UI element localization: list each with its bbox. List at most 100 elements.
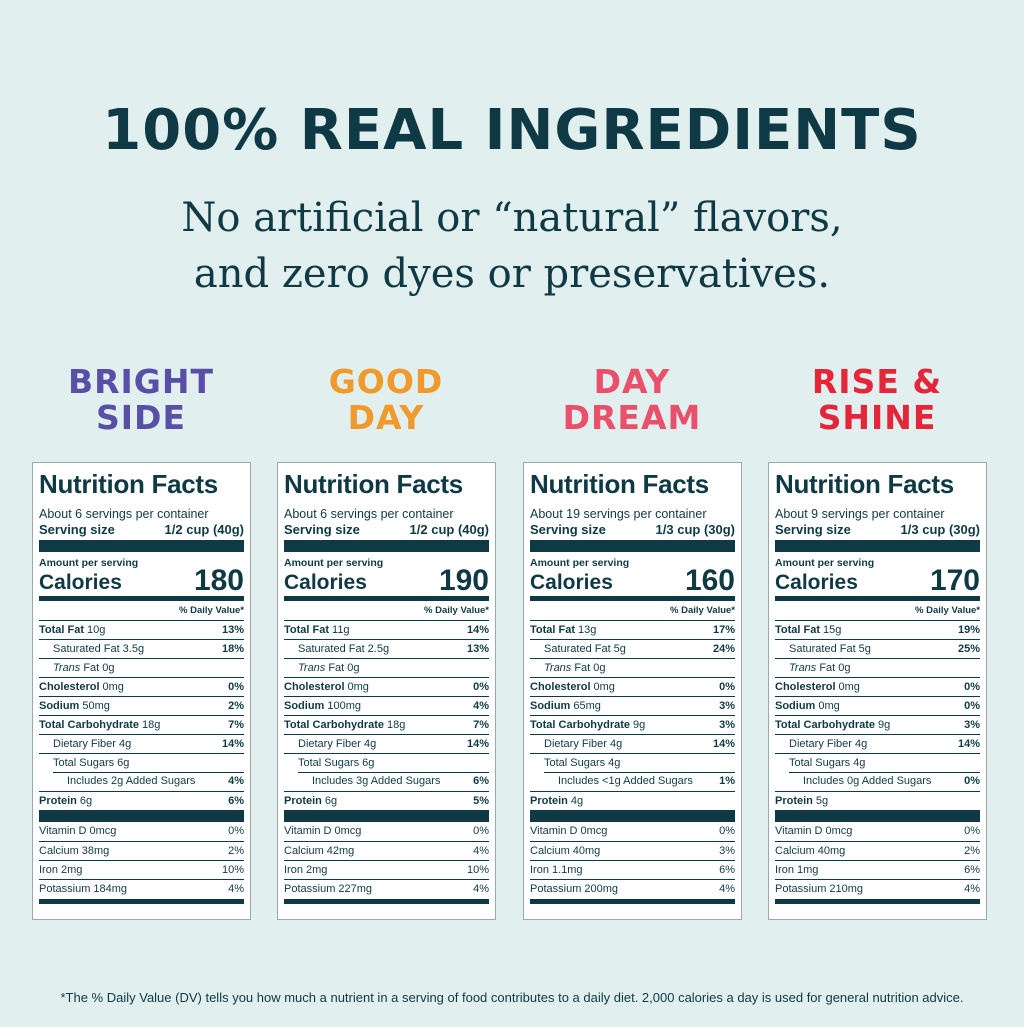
vitamin-name: Iron: [39, 864, 58, 876]
rule-thick: [284, 540, 489, 552]
calories: 190: [438, 564, 489, 597]
nutrient-row: Saturated Fat 5g 24%: [530, 639, 735, 658]
vitamin-dv: 10%: [466, 864, 489, 876]
dv-header: % Daily Value*: [670, 605, 735, 616]
nutrient-name-rest: Fat: [819, 662, 836, 674]
rule-medium: [775, 899, 980, 904]
vitamin: Potassium 184mg: [39, 880, 127, 898]
calories-label: Calories: [775, 571, 858, 594]
nutrient-amount: 0mg: [838, 681, 860, 693]
vitamin-amount: 0mcg: [580, 825, 608, 837]
nutrient-row: Includes 3g Added Sugars 6%: [284, 772, 489, 791]
vitamin-name: Vitamin D: [284, 825, 332, 837]
nutrient-name: Cholesterol: [39, 681, 100, 693]
nutrient-name: Includes 0g Added Sugars: [803, 775, 932, 787]
calories-row: Calories 170: [775, 564, 980, 597]
calories-row: Calories 190: [284, 564, 489, 597]
calories: 160: [684, 564, 735, 597]
nutrient-dv: 25%: [957, 643, 980, 655]
amount-per-serving: Amount per serving: [530, 557, 630, 569]
calories-label: Calories: [530, 571, 613, 594]
nutrient-dv: 13%: [221, 624, 244, 636]
vitamin-name: Calcium: [39, 845, 79, 857]
nutrient-name: Dietary Fiber: [789, 738, 852, 750]
nutrient: Total Fat 13g: [530, 621, 596, 639]
vitamin: Calcium 40mg: [775, 842, 845, 860]
nutrient-name: Total Carbohydrate: [775, 719, 876, 731]
nutrient-amount: 2.5g: [367, 643, 390, 655]
nutrient-name: Trans: [789, 662, 817, 674]
nutrient-row: Total Carbohydrate 18g 7%: [39, 715, 244, 734]
nutrient-name: Total Carbohydrate: [39, 719, 140, 731]
product-name-line: SIDE: [96, 398, 186, 437]
nutrient-row: Total Fat 13g 17%: [530, 620, 735, 639]
vitamin: Calcium 40mg: [530, 842, 600, 860]
nutrient-row: Total Sugars 4g: [530, 753, 735, 772]
nutrient-dv: 1%: [719, 775, 735, 787]
nutrient: Includes 3g Added Sugars: [284, 772, 440, 791]
nutrient-amount: 15g: [823, 624, 842, 636]
nutrient: Cholesterol 0mg: [530, 678, 615, 696]
vitamin-row: Iron 1.1mg 6%: [530, 860, 735, 879]
nutrient: Total Sugars 6g: [39, 754, 129, 772]
product-name-line: GOOD: [328, 362, 444, 401]
vitamin: Vitamin D 0mcg: [530, 822, 607, 841]
nutrient-name: Saturated Fat: [789, 643, 856, 655]
nutrient-name: Saturated Fat: [298, 643, 365, 655]
vitamin-row: Vitamin D 0mcg 0%: [284, 822, 489, 841]
nutrient-name: Sodium: [530, 700, 571, 712]
nutrient: Total Carbohydrate 9g: [530, 716, 645, 734]
serving-size-label: Serving size: [39, 522, 115, 537]
nutrient-amount: 100mg: [327, 700, 361, 712]
vitamin-amount: 200mg: [584, 883, 618, 895]
subtitle: No artificial or “natural” flavors, and …: [0, 190, 1024, 302]
nutrient-dv: 18%: [221, 643, 244, 655]
nutrient-row: Dietary Fiber 4g 14%: [39, 734, 244, 753]
nutrient: Cholesterol 0mg: [284, 678, 369, 696]
nutrient-amount: 0mg: [347, 681, 369, 693]
serving-size-label: Serving size: [775, 522, 851, 537]
servings: About 6 servings per container: [284, 507, 454, 521]
nutrient: Cholesterol 0mg: [775, 678, 860, 696]
dv-header: % Daily Value*: [915, 605, 980, 616]
vitamin-dv: 4%: [964, 883, 980, 895]
nutrient-name: Total Carbohydrate: [284, 719, 385, 731]
nutrient-name: Trans: [53, 662, 81, 674]
nutrient-amount: 4g: [609, 738, 623, 750]
nutrition-label: Nutrition Facts About 6 servings per cont…: [277, 462, 496, 920]
nutrient-amount: 11g: [332, 624, 350, 636]
nutrient-dv: 14%: [712, 738, 735, 750]
rule-thick: [284, 810, 489, 822]
nutrient-amount: 0mg: [102, 681, 124, 693]
nutrient: Trans Fat 0g: [775, 659, 850, 677]
nutrient-amount: 10g: [87, 624, 106, 636]
nutrient-row: Cholesterol 0mg 0%: [39, 677, 244, 696]
nutrient: Dietary Fiber 4g: [284, 735, 376, 753]
calories-row: Calories 160: [530, 564, 735, 597]
vitamin-dv: 2%: [964, 845, 980, 857]
nutrient-row: Trans Fat 0g: [775, 658, 980, 677]
nutrient-dv: 0%: [719, 681, 735, 693]
dv-header: % Daily Value*: [179, 605, 244, 616]
vitamin-row: Calcium 42mg 4%: [284, 841, 489, 860]
nutrient-amount: 5g: [815, 795, 829, 807]
nutrient: Dietary Fiber 4g: [775, 735, 867, 753]
nutrient-dv: 13%: [466, 643, 489, 655]
nutrient-name: Cholesterol: [284, 681, 345, 693]
calories: 170: [929, 564, 980, 597]
vitamin: Vitamin D 0mcg: [39, 822, 116, 841]
nutrient: Total Sugars 4g: [775, 754, 865, 772]
nutrient-name: Includes 3g Added Sugars: [312, 775, 441, 787]
nutrient-dv: 0%: [228, 681, 244, 693]
nutrient-row: Total Sugars 6g: [284, 753, 489, 772]
serving-size-label: Serving size: [284, 522, 360, 537]
nutrient-row: Protein 6g 5%: [284, 791, 489, 810]
nutrient-dv: 3%: [964, 719, 980, 731]
nutrient: Includes <1g Added Sugars: [530, 772, 693, 791]
label-title: Nutrition Facts: [530, 469, 709, 499]
nutrient-row: Cholesterol 0mg 0%: [775, 677, 980, 696]
nutrient-name: Includes 2g Added Sugars: [67, 775, 196, 787]
nutrient: Total Fat 10g: [39, 621, 105, 639]
serving-size-label: Serving size: [530, 522, 606, 537]
